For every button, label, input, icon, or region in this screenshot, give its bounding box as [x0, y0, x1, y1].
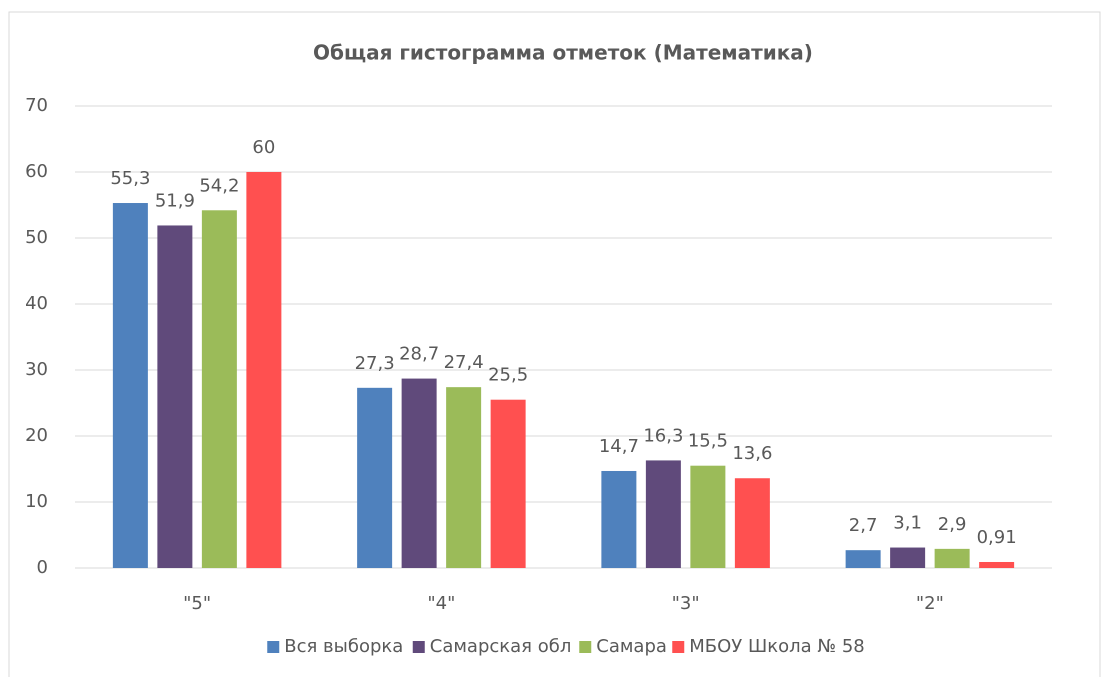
- value-label: 25,5: [488, 365, 528, 386]
- value-label: 27,4: [444, 352, 484, 373]
- bar: [201, 210, 237, 568]
- value-label: 16,3: [643, 425, 683, 446]
- y-tick-label: 0: [37, 557, 48, 578]
- bar: [357, 387, 393, 568]
- value-label: 0,91: [977, 527, 1017, 548]
- bar: [734, 478, 770, 568]
- y-tick-label: 70: [25, 95, 48, 116]
- bar: [601, 470, 637, 568]
- value-label: 13,6: [732, 443, 772, 464]
- bar: [934, 548, 970, 568]
- x-tick-label: "3": [672, 593, 700, 614]
- y-tick-label: 40: [25, 293, 48, 314]
- legend-swatch: [267, 641, 280, 653]
- y-tick-label: 20: [25, 425, 48, 446]
- y-tick-label: 30: [25, 359, 48, 380]
- value-label: 54,2: [199, 175, 239, 196]
- bar: [845, 550, 881, 568]
- bar: [645, 460, 681, 568]
- bar: [157, 225, 193, 568]
- value-label: 2,9: [938, 514, 967, 535]
- bar: [690, 465, 726, 568]
- x-tick-label: "2": [916, 593, 944, 614]
- y-tick-label: 50: [25, 227, 48, 248]
- bar: [246, 172, 282, 568]
- bar: [979, 561, 1015, 568]
- value-label: 14,7: [599, 436, 639, 457]
- value-label: 28,7: [399, 344, 439, 365]
- legend-swatch: [672, 641, 685, 653]
- x-tick-label: "4": [427, 593, 455, 614]
- y-tick-label: 60: [25, 161, 48, 182]
- value-label: 55,3: [110, 168, 150, 189]
- legend-swatch: [579, 641, 592, 653]
- value-label: 51,9: [155, 190, 195, 211]
- chart-title: Общая гистограмма отметок (Математика): [313, 41, 813, 65]
- legend-label: Самара: [596, 636, 667, 657]
- value-label: 60: [252, 137, 275, 158]
- legend-swatch: [412, 641, 425, 653]
- bar: [401, 378, 437, 568]
- value-label: 2,7: [849, 515, 878, 536]
- x-tick-label: "5": [183, 593, 211, 614]
- legend-label: МБОУ Школа № 58: [689, 636, 864, 657]
- legend-label: Вся выборка: [284, 636, 403, 657]
- bar: [490, 399, 526, 568]
- value-label: 3,1: [893, 513, 922, 534]
- bar: [446, 387, 482, 568]
- value-label: 15,5: [688, 431, 728, 452]
- legend-label: Самарская обл: [430, 636, 572, 657]
- bar: [890, 547, 926, 568]
- bar: [112, 203, 148, 568]
- value-label: 27,3: [355, 353, 395, 374]
- y-tick-label: 10: [25, 491, 48, 512]
